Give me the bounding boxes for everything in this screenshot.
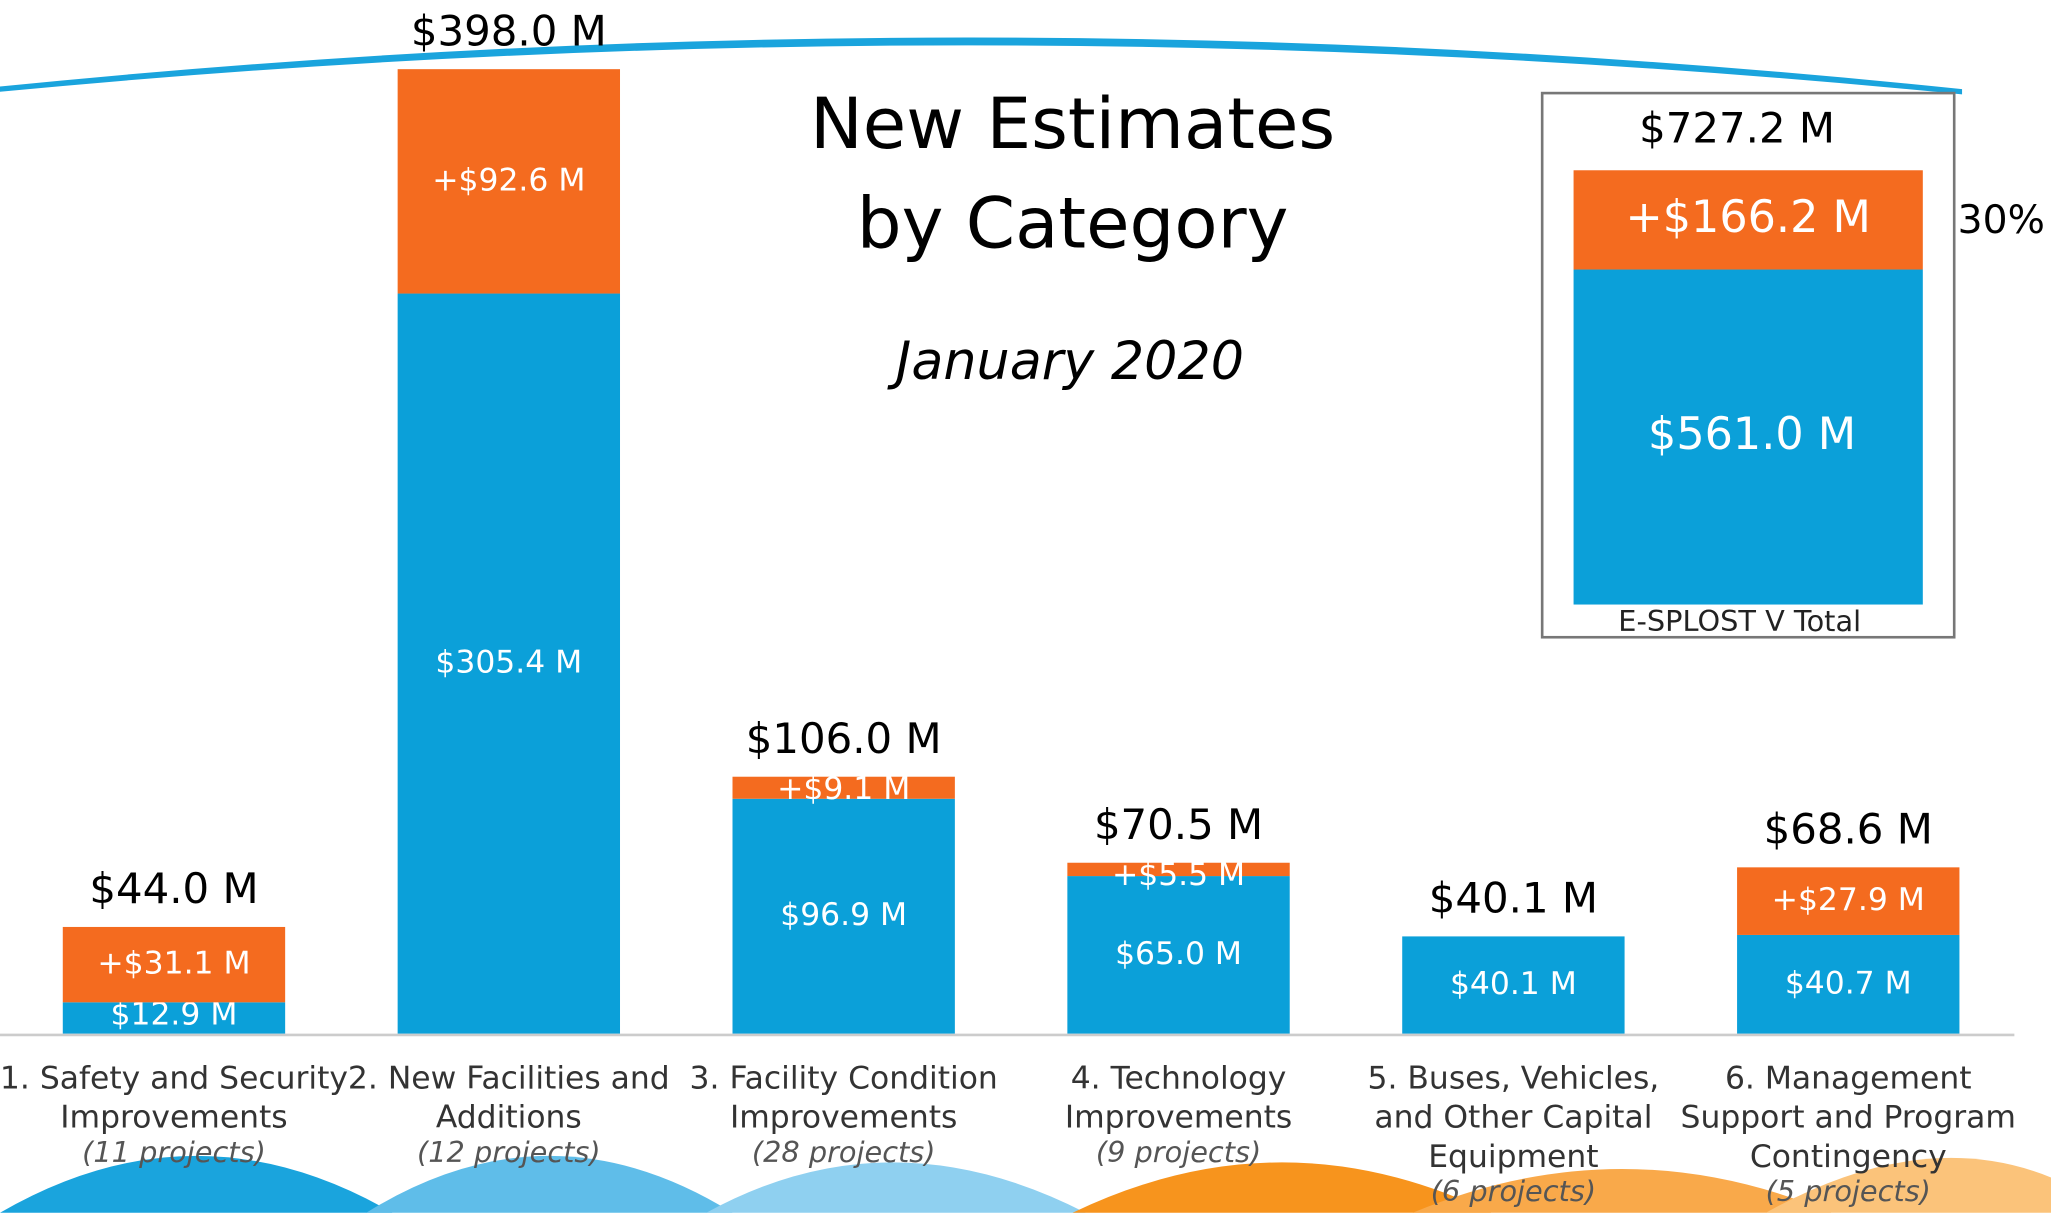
category-note: (5 projects) — [1766, 1174, 1931, 1208]
decor-wave — [0, 1155, 393, 1213]
decor-wave — [706, 1162, 1086, 1213]
x-tick-label: 2. New Facilities and — [348, 1060, 670, 1096]
inset-value-label: $561.0 M — [1648, 409, 1856, 460]
value-label: +$27.9 M — [1772, 882, 1925, 918]
bar-segment — [397, 293, 621, 1034]
bar-segment — [1737, 867, 1960, 935]
value-label: $12.9 M — [111, 996, 238, 1032]
value-label: $305.4 M — [435, 645, 582, 681]
x-tick-label: Improvements — [730, 1100, 957, 1136]
category-note: (11 projects) — [82, 1135, 266, 1169]
x-tick-label: Support and Program — [1681, 1100, 2016, 1136]
bar-segment — [732, 798, 955, 1034]
x-tick-label: Additions — [436, 1100, 582, 1136]
total-label: $44.0 M — [89, 864, 258, 913]
value-label: +$31.1 M — [97, 946, 250, 982]
inset-percent-label: 30% — [1958, 198, 2045, 243]
x-tick-label: Improvements — [60, 1100, 287, 1136]
value-label: +$5.5 M — [1112, 857, 1245, 893]
bar-segment — [62, 926, 286, 1003]
x-tick-label: and Other Capital — [1374, 1100, 1652, 1136]
total-label: $106.0 M — [746, 714, 942, 763]
x-tick-label: 5. Buses, Vehicles, — [1368, 1060, 1660, 1096]
chart-subtitle: January 2020 — [887, 331, 1244, 392]
bar-segment — [1067, 876, 1290, 1034]
decor-wave — [1765, 1157, 2051, 1213]
x-tick-label: Improvements — [1065, 1100, 1292, 1136]
total-label: $398.0 M — [411, 6, 607, 55]
category-note: (12 projects) — [417, 1135, 601, 1169]
inset-bar-segment — [1573, 269, 1923, 605]
inset-label: E-SPLOST V Total — [1618, 604, 1861, 638]
total-label: $68.6 M — [1764, 805, 1933, 854]
bar-segment — [732, 776, 955, 799]
x-tick-label: Contingency — [1750, 1139, 1947, 1175]
bar-segment — [1737, 934, 1960, 1034]
x-tick-label: 3. Facility Condition — [690, 1060, 998, 1096]
value-label: $96.9 M — [780, 897, 907, 933]
value-label: $65.0 M — [1115, 936, 1242, 972]
x-tick-label: Equipment — [1428, 1139, 1598, 1175]
x-tick-label: 4. Technology — [1071, 1060, 1287, 1096]
category-note: (9 projects) — [1096, 1135, 1261, 1169]
inset-value-label: +$166.2 M — [1626, 192, 1871, 243]
chart-title: New Estimates — [810, 82, 1335, 165]
inset-box — [1540, 91, 1956, 639]
decor-wave — [1072, 1162, 1492, 1213]
inset-total-label: $727.2 M — [1639, 104, 1835, 153]
bar-segment — [397, 69, 621, 294]
decor-arc — [0, 37, 1963, 95]
value-label: $40.7 M — [1785, 965, 1912, 1001]
x-tick-label: 6. Management — [1725, 1060, 1972, 1096]
category-note: (6 projects) — [1431, 1174, 1596, 1208]
category-note: (28 projects) — [752, 1135, 936, 1169]
bar-segment — [1402, 936, 1625, 1034]
value-label: +$9.1 M — [777, 771, 910, 807]
decor-wave — [1412, 1168, 1832, 1213]
value-label: $40.1 M — [1450, 966, 1577, 1002]
x-tick-label: 1. Safety and Security — [0, 1060, 348, 1096]
bar-segment — [1067, 862, 1290, 877]
chart-title: by Category — [857, 181, 1289, 264]
total-label: $70.5 M — [1094, 800, 1263, 849]
inset-bar-segment — [1573, 170, 1923, 270]
bar-segment — [62, 1002, 286, 1034]
decor-wave — [366, 1155, 733, 1213]
value-label: +$92.6 M — [432, 162, 585, 198]
total-label: $40.1 M — [1429, 874, 1598, 923]
